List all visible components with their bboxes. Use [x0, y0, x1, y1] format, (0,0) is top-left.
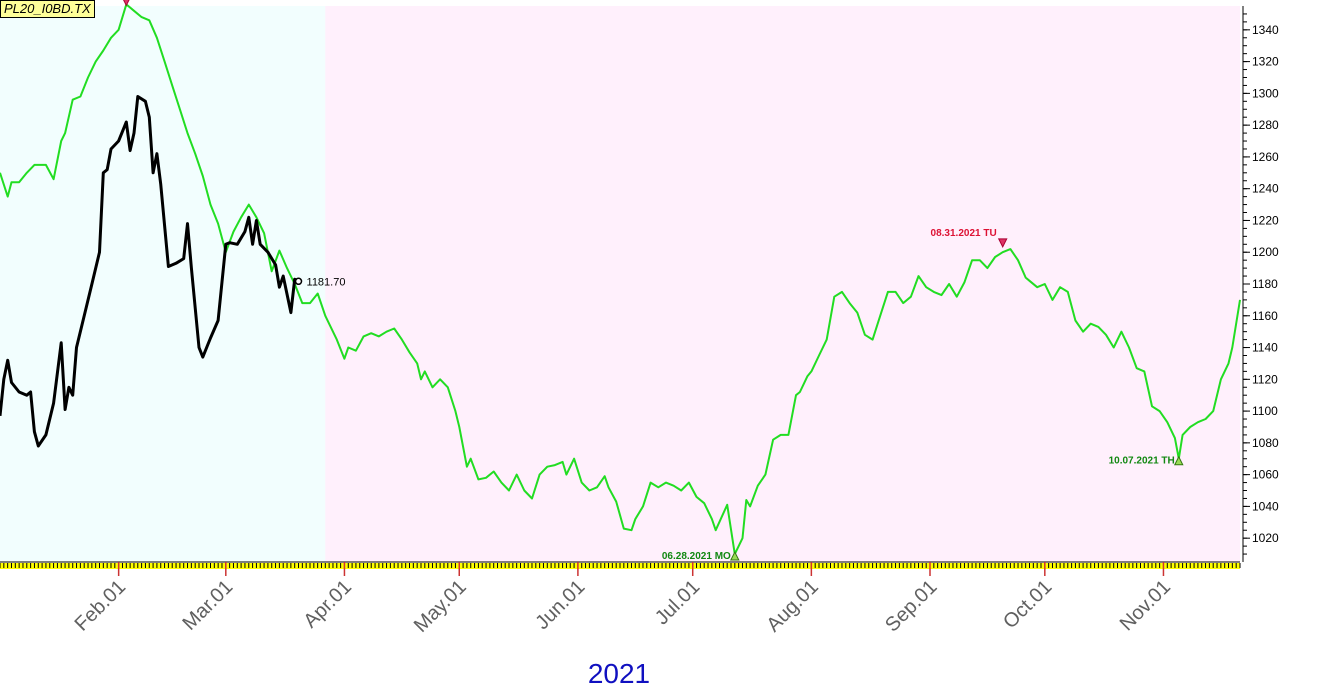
- y-tick-label: 1160: [1252, 309, 1278, 323]
- x-tick-label: Mar.01: [179, 576, 238, 635]
- y-tick-label: 1080: [1252, 436, 1279, 450]
- shaded-region-2: [325, 6, 1240, 562]
- year-label: 2021: [588, 658, 650, 689]
- y-tick-label: 1060: [1252, 468, 1279, 482]
- y-tick-label: 1220: [1252, 213, 1279, 227]
- y-tick-label: 1020: [1252, 531, 1279, 545]
- y-tick-label: 1200: [1252, 245, 1279, 259]
- x-tick-label: Aug.01: [763, 576, 823, 636]
- x-tick-label: May.01: [410, 576, 471, 637]
- shaded-regions: [0, 6, 1240, 562]
- series-line-1: [0, 3, 1241, 556]
- y-tick-label: 1140: [1252, 341, 1278, 355]
- y-tick-label: 1120: [1252, 372, 1278, 386]
- x-tick-label: Sep.01: [881, 576, 941, 636]
- x-tick-label: Jul.01: [651, 576, 704, 629]
- series-line-2: [0, 95, 300, 448]
- x-tick-label: Nov.01: [1116, 576, 1175, 635]
- peak-marker-1: [123, 0, 130, 7]
- y-tick-label: 1260: [1252, 150, 1279, 164]
- y-tick-label: 1240: [1252, 182, 1279, 196]
- symbol-badge: PL20_I0BD.TX: [0, 0, 95, 18]
- trough-marker-3: [730, 550, 740, 561]
- annotation-label-3: 06.28.2021 MO: [662, 551, 731, 562]
- peak-marker-2: [997, 238, 1008, 248]
- trough-marker-4: [1173, 455, 1184, 466]
- y-tick-label: 1320: [1252, 55, 1279, 69]
- y-tick-label: 1100: [1252, 404, 1278, 418]
- y-tick-label: 1040: [1252, 499, 1279, 513]
- annotation-label-2: 08.31.2021 TU: [931, 228, 997, 239]
- y-tick-label: 1280: [1252, 118, 1279, 132]
- shaded-region-1: [0, 6, 326, 562]
- y-tick-label: 1340: [1252, 23, 1279, 37]
- x-tick-label: Oct.01: [999, 576, 1056, 633]
- last-value-marker: [294, 277, 303, 286]
- x-tick-label: Apr.01: [300, 576, 356, 632]
- x-axis: Feb.01 Mar.01 Apr.01 May.01 Jun.01 Jul.01 Aug.…: [0, 561, 1241, 637]
- x-tick-label: Jun.01: [531, 576, 589, 634]
- y-tick-label: 1180: [1252, 277, 1278, 291]
- annotation-label-4: 10.07.2021 TH: [1109, 456, 1175, 467]
- y-axis: 1020 1040 1060 1080 1100 1120 1140 1160 1180 1200…: [1242, 6, 1279, 562]
- series-lines: 1181.70: [0, 3, 1241, 556]
- y-tick-label: 1300: [1252, 86, 1279, 100]
- last-value-label: 1181.70: [307, 276, 346, 288]
- x-tick-label: Feb.01: [71, 576, 131, 636]
